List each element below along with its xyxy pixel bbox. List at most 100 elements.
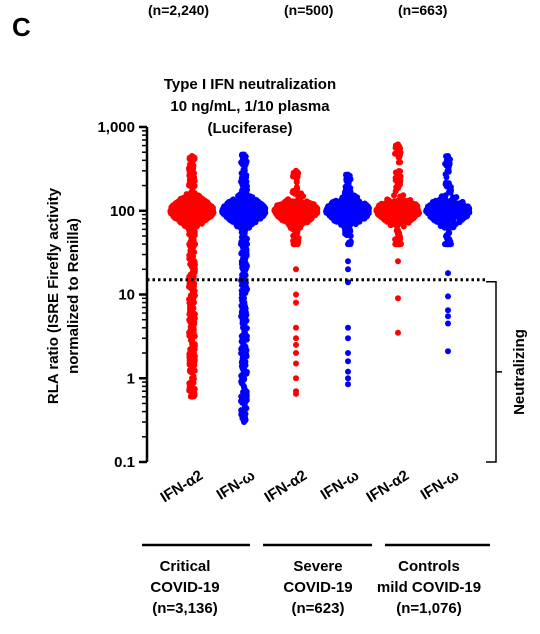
data-point — [376, 205, 383, 212]
data-point — [242, 287, 249, 294]
data-point-low — [241, 324, 247, 331]
data-point — [243, 336, 250, 343]
data-point — [291, 190, 297, 197]
data-point-max — [241, 151, 247, 158]
data-point — [394, 213, 401, 220]
data-point — [392, 209, 399, 216]
data-point-low — [345, 350, 351, 356]
data-point-low — [189, 388, 195, 395]
data-point — [348, 206, 355, 213]
data-point-low — [445, 320, 451, 327]
data-point — [304, 207, 311, 214]
data-point — [241, 299, 248, 306]
y-tick-label: 1,000 — [97, 119, 135, 136]
group-label-controls-line-2: mild COVID-19 — [376, 579, 482, 596]
data-point-low — [293, 350, 299, 356]
data-point-low — [345, 324, 351, 331]
data-point — [337, 199, 344, 205]
top-count-controls: (n=663) — [398, 2, 448, 18]
data-point-max — [189, 153, 195, 159]
group-label-critical-line-2: COVID-19 — [150, 579, 220, 596]
data-point — [402, 200, 409, 207]
data-point-low — [293, 388, 299, 395]
data-point — [443, 162, 450, 169]
data-point — [445, 157, 452, 164]
data-point — [438, 221, 445, 228]
group-label-critical-line-1: Critical — [159, 558, 211, 575]
data-point — [229, 203, 235, 210]
data-point — [458, 211, 465, 218]
data-point — [382, 200, 389, 207]
data-point-low — [445, 307, 451, 314]
data-point — [243, 235, 250, 242]
y-tick-label: 0.1 — [114, 454, 135, 471]
data-point-max — [395, 141, 401, 148]
data-point — [241, 218, 248, 225]
data-point — [190, 188, 197, 195]
data-point — [442, 195, 449, 202]
data-point — [408, 199, 415, 206]
data-point-low — [241, 419, 247, 425]
data-point — [198, 213, 205, 220]
data-point-low — [345, 358, 351, 365]
data-point — [279, 203, 286, 210]
data-point — [243, 247, 250, 254]
data-point — [242, 182, 249, 189]
data-point — [241, 403, 248, 409]
data-point — [444, 167, 451, 174]
data-point-low — [189, 375, 195, 382]
chart-title-line-2: 10 ng/mL, 1/10 plasma — [170, 98, 330, 115]
data-point — [230, 196, 237, 203]
data-point — [239, 264, 246, 271]
data-point — [293, 175, 300, 182]
data-point — [337, 220, 344, 227]
x-tick-label: IFN-α2 — [261, 467, 310, 506]
data-point-low — [445, 313, 451, 320]
data-point — [234, 208, 240, 215]
data-point-max — [345, 171, 351, 178]
data-point — [395, 159, 402, 166]
data-point — [443, 215, 449, 221]
data-points — [167, 141, 473, 425]
data-point-low — [189, 393, 195, 400]
data-point — [449, 194, 456, 201]
data-point — [296, 200, 303, 207]
data-point — [416, 210, 422, 216]
data-point — [241, 207, 248, 214]
data-point — [187, 308, 194, 315]
y-axis-label-line-2: normalized to Renilla) — [65, 218, 82, 374]
data-point-low — [189, 299, 195, 306]
data-point — [189, 161, 196, 167]
group-label-severe: Severe COVID-19 (n=623) — [258, 556, 378, 619]
data-point — [358, 208, 365, 215]
data-point — [443, 241, 450, 248]
group-label-severe-line-2: COVID-19 — [283, 579, 353, 596]
data-point — [450, 205, 457, 212]
data-point — [385, 213, 392, 220]
data-point — [363, 206, 370, 213]
data-point — [200, 218, 207, 225]
data-point-max — [445, 153, 451, 159]
group-label-controls-line-1: Controls — [398, 558, 460, 575]
data-point — [241, 408, 248, 415]
data-point — [242, 353, 249, 360]
data-point — [339, 212, 346, 219]
data-point — [186, 180, 193, 187]
data-point-low — [445, 293, 451, 300]
data-point — [396, 241, 403, 248]
data-point — [173, 209, 180, 216]
data-point — [285, 200, 292, 207]
chart-title-line-1: Type I IFN neutralization — [163, 76, 337, 93]
top-count-severe: (n=500) — [284, 2, 334, 18]
data-point-low — [395, 329, 401, 336]
data-point — [183, 212, 190, 219]
data-point — [290, 205, 297, 212]
data-point — [360, 213, 367, 220]
data-point-low — [189, 350, 195, 356]
data-point — [402, 213, 409, 220]
data-point — [347, 240, 354, 247]
data-point — [280, 211, 287, 218]
x-tick-label: IFN-α2 — [157, 467, 206, 506]
data-point — [294, 213, 301, 220]
x-tick-label: IFN-ω — [214, 467, 259, 504]
